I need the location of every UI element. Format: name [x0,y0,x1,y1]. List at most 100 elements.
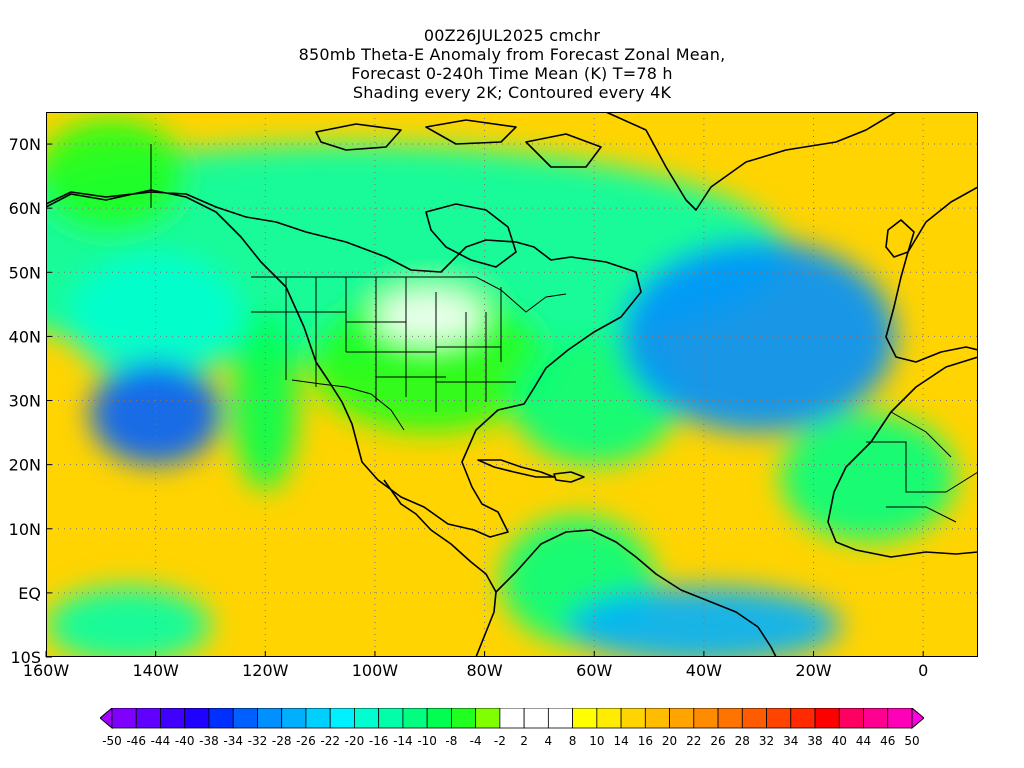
colorbar-box [547,708,574,729]
colorbar-box [378,708,404,729]
colorbar-box [426,708,452,729]
latitude-ticks: 10S EQ 10N 20N 30N 40N 50N 60N 70N [9,135,52,667]
colorbar-label: 46 [880,734,895,748]
y-tick-label: EQ [18,584,41,603]
colorbar-label: 22 [686,734,701,748]
north-america-coastline [46,189,642,538]
y-tick-label: 20N [9,456,41,475]
colorbar-box [644,708,670,729]
colorbar-label: 44 [856,734,871,748]
colorbar-box [499,708,525,729]
colorbar-label: -32 [248,734,268,748]
colorbar-label: -4 [470,734,482,748]
colorbar-label: 40 [832,734,847,748]
theta-e-anomaly-map [46,112,978,657]
colorbar-label: 50 [904,734,919,748]
x-tick-label: 20W [795,661,831,680]
longitude-ticks: 160W 140W 120W 100W 80W 60W 40W 20W 0 [23,651,928,680]
anomaly-region [89,362,222,465]
x-tick-label: 80W [466,661,502,680]
title-line-2: 850mb Theta-E Anomaly from Forecast Zona… [298,45,726,64]
greenland-coastline [605,112,897,211]
x-tick-label: 0 [918,661,928,680]
colorbar-label: 14 [613,734,628,748]
colorbar-label: -8 [445,734,457,748]
x-tick-label: 40W [686,661,722,680]
political-borders [150,144,978,523]
x-tick-label: 60W [576,661,612,680]
x-tick-label: 100W [352,661,399,680]
colorbar-box [863,708,889,729]
colorbar-box [790,708,816,729]
colorbar-box [887,708,913,729]
title-line-3: Forecast 0-240h Time Mean (K) T=78 h [351,64,673,83]
colorbar-label: -14 [393,734,413,748]
anomaly-region [46,118,189,234]
colorbar-label: 8 [569,734,577,748]
colorbar-label: -16 [369,734,389,748]
map-frame [46,112,978,657]
y-tick-label: 70N [9,135,41,154]
colorbar-box [838,708,864,729]
title-line-4: Shading every 2K; Contoured every 4K [352,83,672,102]
central-america-coastline [383,479,497,593]
colorbar-label: -2 [494,734,506,748]
colorbar-label: -44 [151,734,171,748]
colorbar-box [329,708,355,729]
south-america-coastline [475,529,777,657]
anomaly-region [566,586,841,657]
title-line-1: 00Z26JUL2025 cmchr [423,26,601,45]
colorbar-box [160,708,186,729]
colorbar-label: 10 [589,734,604,748]
colorbar-box [281,708,307,729]
colorbar-label: -20 [345,734,365,748]
colorbar-box [184,708,210,729]
colorbar-label: -34 [223,734,243,748]
y-tick-label: 30N [9,392,41,411]
colorbar-label: -50 [102,734,122,748]
colorbar-box [402,708,428,729]
colorbar-label: 2 [520,734,528,748]
africa-coastline [827,356,978,558]
colorbar-box [257,708,283,729]
map-title: 00Z26JUL2025 cmchr 850mb Theta-E Anomaly… [0,26,1024,102]
europe-coastline [885,186,978,363]
anomaly-region [67,253,244,382]
map-gridlines [46,112,978,657]
colorbar-label: 34 [783,734,798,748]
west-africa-borders [866,411,978,523]
y-tick-label: 10S [10,648,41,667]
y-tick-label: 10N [9,520,41,539]
colorbar-box [475,708,501,729]
colorbar-box [669,708,695,729]
us-canada-border [251,276,567,313]
colorbar-label: -40 [175,734,195,748]
colorbar-label: -26 [296,734,316,748]
colorbar-label: -28 [272,734,292,748]
colorbar-box [766,708,792,729]
shaded-field [46,118,957,657]
colorbar-box [450,708,477,729]
hudson-bay-coastline [425,203,517,268]
x-tick-label: 160W [23,661,70,680]
british-isles-coastline [885,219,915,258]
colorbar-box [717,708,743,729]
us-state-lines [251,277,516,412]
arctic-islands-coastline [315,119,602,168]
map-axes: 160W 140W 120W 100W 80W 60W 40W 20W 0 10S EQ 10N 20… [9,135,929,680]
colorbar-label: 32 [759,734,774,748]
colorbar-labels: -50 -46 -44 -40 -38 -34 -32 -28 -26 -22 -20 -16 -14-… [102,734,919,748]
color-scale-bar: -50 -46 -44 -40 -38 -34 -32 -28 -26 -22 -20 -16 -14-… [100,708,924,748]
y-tick-label: 60N [9,199,41,218]
colorbar-box [814,708,840,729]
colorbar-box [523,708,549,729]
colorbar-box [208,708,234,729]
colorbar-label: -46 [126,734,146,748]
anomaly-region [46,586,211,657]
colorbar-label: 28 [735,734,750,748]
colorbar-low-arrow [100,708,113,730]
colorbar-label: 4 [545,734,553,748]
colorbar-box [596,708,622,729]
anomaly-region [309,291,551,433]
colorbar-label: 26 [710,734,725,748]
